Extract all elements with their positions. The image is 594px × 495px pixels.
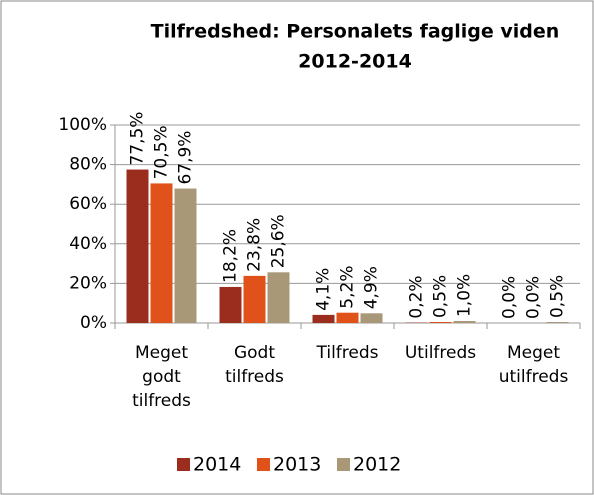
data-label: 70,5% (152, 125, 172, 179)
bar (336, 312, 359, 323)
data-label: 0,2% (407, 275, 427, 318)
legend-swatch (177, 458, 190, 471)
x-tick-label: Meget godt tilfreds (132, 343, 191, 411)
data-label: 23,8% (245, 218, 265, 272)
legend-swatch (337, 458, 350, 471)
legend-label: 2013 (273, 454, 321, 476)
data-label: 5,2% (338, 266, 358, 309)
chart-title: 2012-2014 (298, 51, 412, 73)
bar (546, 322, 569, 323)
data-label: 0,0% (500, 276, 520, 319)
bar (174, 188, 197, 323)
data-label: 4,1% (314, 268, 334, 311)
bar (312, 314, 335, 323)
y-tick-label: 60% (69, 194, 107, 214)
data-label: 0,5% (548, 275, 568, 318)
bar (429, 322, 452, 323)
data-label: 4,9% (362, 266, 382, 309)
y-tick-label: 100% (58, 115, 107, 135)
y-tick-label: 40% (69, 234, 107, 254)
y-tick-label: 0% (80, 313, 107, 333)
y-tick-label: 20% (69, 273, 107, 293)
bar (267, 272, 290, 323)
y-tick-label: 80% (69, 155, 107, 175)
chart-title: Tilfredshed: Personalets faglige viden (151, 21, 560, 43)
x-tick-label: Meget utilfreds (498, 343, 569, 387)
bar (243, 275, 266, 323)
bar (360, 313, 383, 323)
legend-swatch (257, 458, 270, 471)
data-label: 25,6% (269, 214, 289, 268)
bar (219, 286, 242, 323)
legend-label: 2012 (353, 454, 401, 476)
bar (453, 321, 476, 323)
x-tick-label: Tilfreds (316, 343, 379, 363)
x-tick-label: Godt tilfreds (225, 343, 284, 387)
data-label: 77,5% (128, 112, 148, 166)
bar (150, 183, 173, 323)
data-label: 1,0% (455, 274, 475, 317)
bar (126, 169, 149, 323)
x-tick-label: Utilfreds (404, 343, 477, 363)
data-label: 18,2% (221, 229, 241, 283)
data-label: 67,9% (176, 131, 196, 185)
legend-label: 2014 (193, 454, 241, 476)
data-label: 0,0% (524, 276, 544, 319)
data-label: 0,5% (431, 275, 451, 318)
